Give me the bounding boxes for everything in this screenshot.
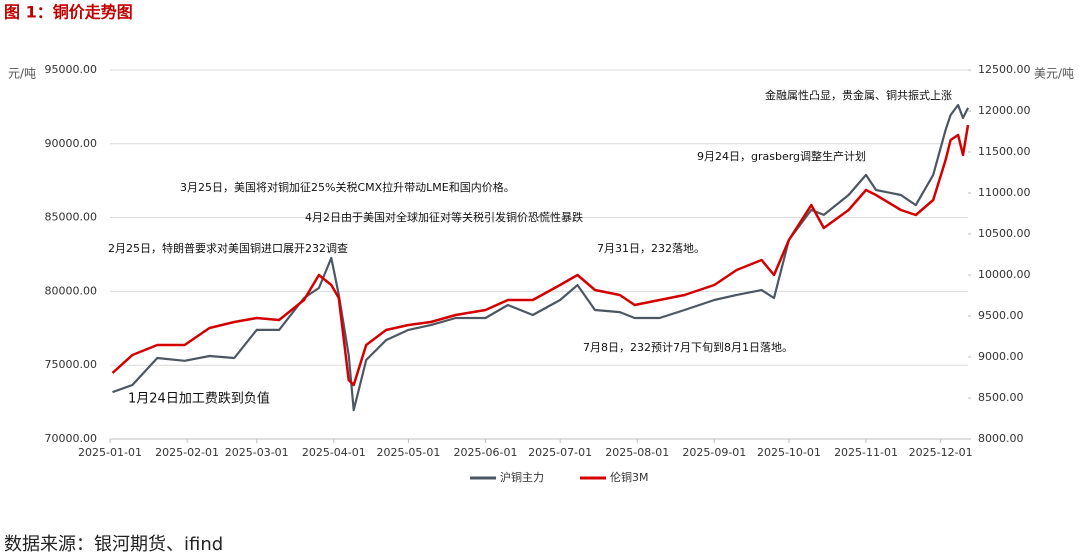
y2-tick-label: 9500.00 (978, 309, 1024, 322)
y2-axis-label: 美元/吨 (1034, 67, 1074, 81)
x-tick-label: 2025-01-01 (78, 446, 142, 459)
series-line (111, 124, 970, 387)
annotation: 7月31日，232落地。 (597, 242, 705, 255)
y-axis-label: 元/吨 (8, 67, 36, 81)
legend-label: 伦铜3M (610, 470, 649, 484)
y-tick-label: 70000.00 (45, 432, 98, 445)
x-tick-label: 2025-03-01 (225, 446, 289, 459)
x-tick-label: 2025-08-01 (605, 446, 669, 459)
y2-tick-label: 11500.00 (978, 145, 1031, 158)
y2-tick-label: 9000.00 (978, 350, 1024, 363)
annotation: 3月25日，美国将对铜加征25%关税CMX拉升带动LME和国内价格。 (180, 180, 515, 194)
annotation: 9月24日，grasberg调整生产计划 (697, 149, 866, 163)
series-line (112, 103, 969, 412)
annotation: 金融属性凸显，贵金属、铜共振式上涨 (765, 88, 952, 102)
chart-title: 图 1：铜价走势图 (4, 3, 133, 22)
x-tick-label: 2025-11-01 (834, 446, 898, 459)
y2-tick-label: 11000.00 (978, 186, 1031, 199)
x-tick-label: 2025-05-01 (376, 446, 440, 459)
y2-tick-label: 8500.00 (978, 391, 1024, 404)
y-tick-label: 90000.00 (45, 137, 98, 150)
y2-tick-label: 8000.00 (978, 432, 1024, 445)
annotation: 7月8日，232预计7月下旬到8月1日落地。 (583, 341, 793, 354)
source: 数据来源：银河期货、ifind (4, 534, 223, 555)
y-tick-label: 80000.00 (45, 284, 98, 297)
y-tick-label: 85000.00 (45, 211, 98, 224)
y2-tick-label: 10500.00 (978, 227, 1031, 240)
x-tick-label: 2025-09-01 (682, 446, 746, 459)
y2-tick-label: 12500.00 (978, 63, 1031, 76)
y-tick-label: 95000.00 (45, 63, 98, 76)
x-tick-label: 2025-07-01 (528, 446, 592, 459)
x-tick-label: 2025-02-01 (155, 446, 219, 459)
x-tick-label: 2025-04-01 (302, 446, 366, 459)
y2-tick-label: 12000.00 (978, 104, 1031, 117)
y2-tick-label: 10000.00 (978, 268, 1031, 281)
legend-label: 沪铜主力 (500, 470, 544, 484)
x-tick-label: 2025-06-01 (454, 446, 518, 459)
annotation: 4月2日由于美国对全球加征对等关税引发铜价恐慌性暴跌 (305, 210, 583, 224)
y-tick-label: 75000.00 (45, 358, 98, 371)
x-tick-label: 2025-12-01 (909, 446, 973, 459)
x-tick-label: 2025-10-01 (757, 446, 821, 459)
annotation: 1月24日加工费跌到负值 (128, 391, 270, 407)
annotation: 2月25日，特朗普要求对美国铜进口展开232调查 (108, 241, 348, 255)
